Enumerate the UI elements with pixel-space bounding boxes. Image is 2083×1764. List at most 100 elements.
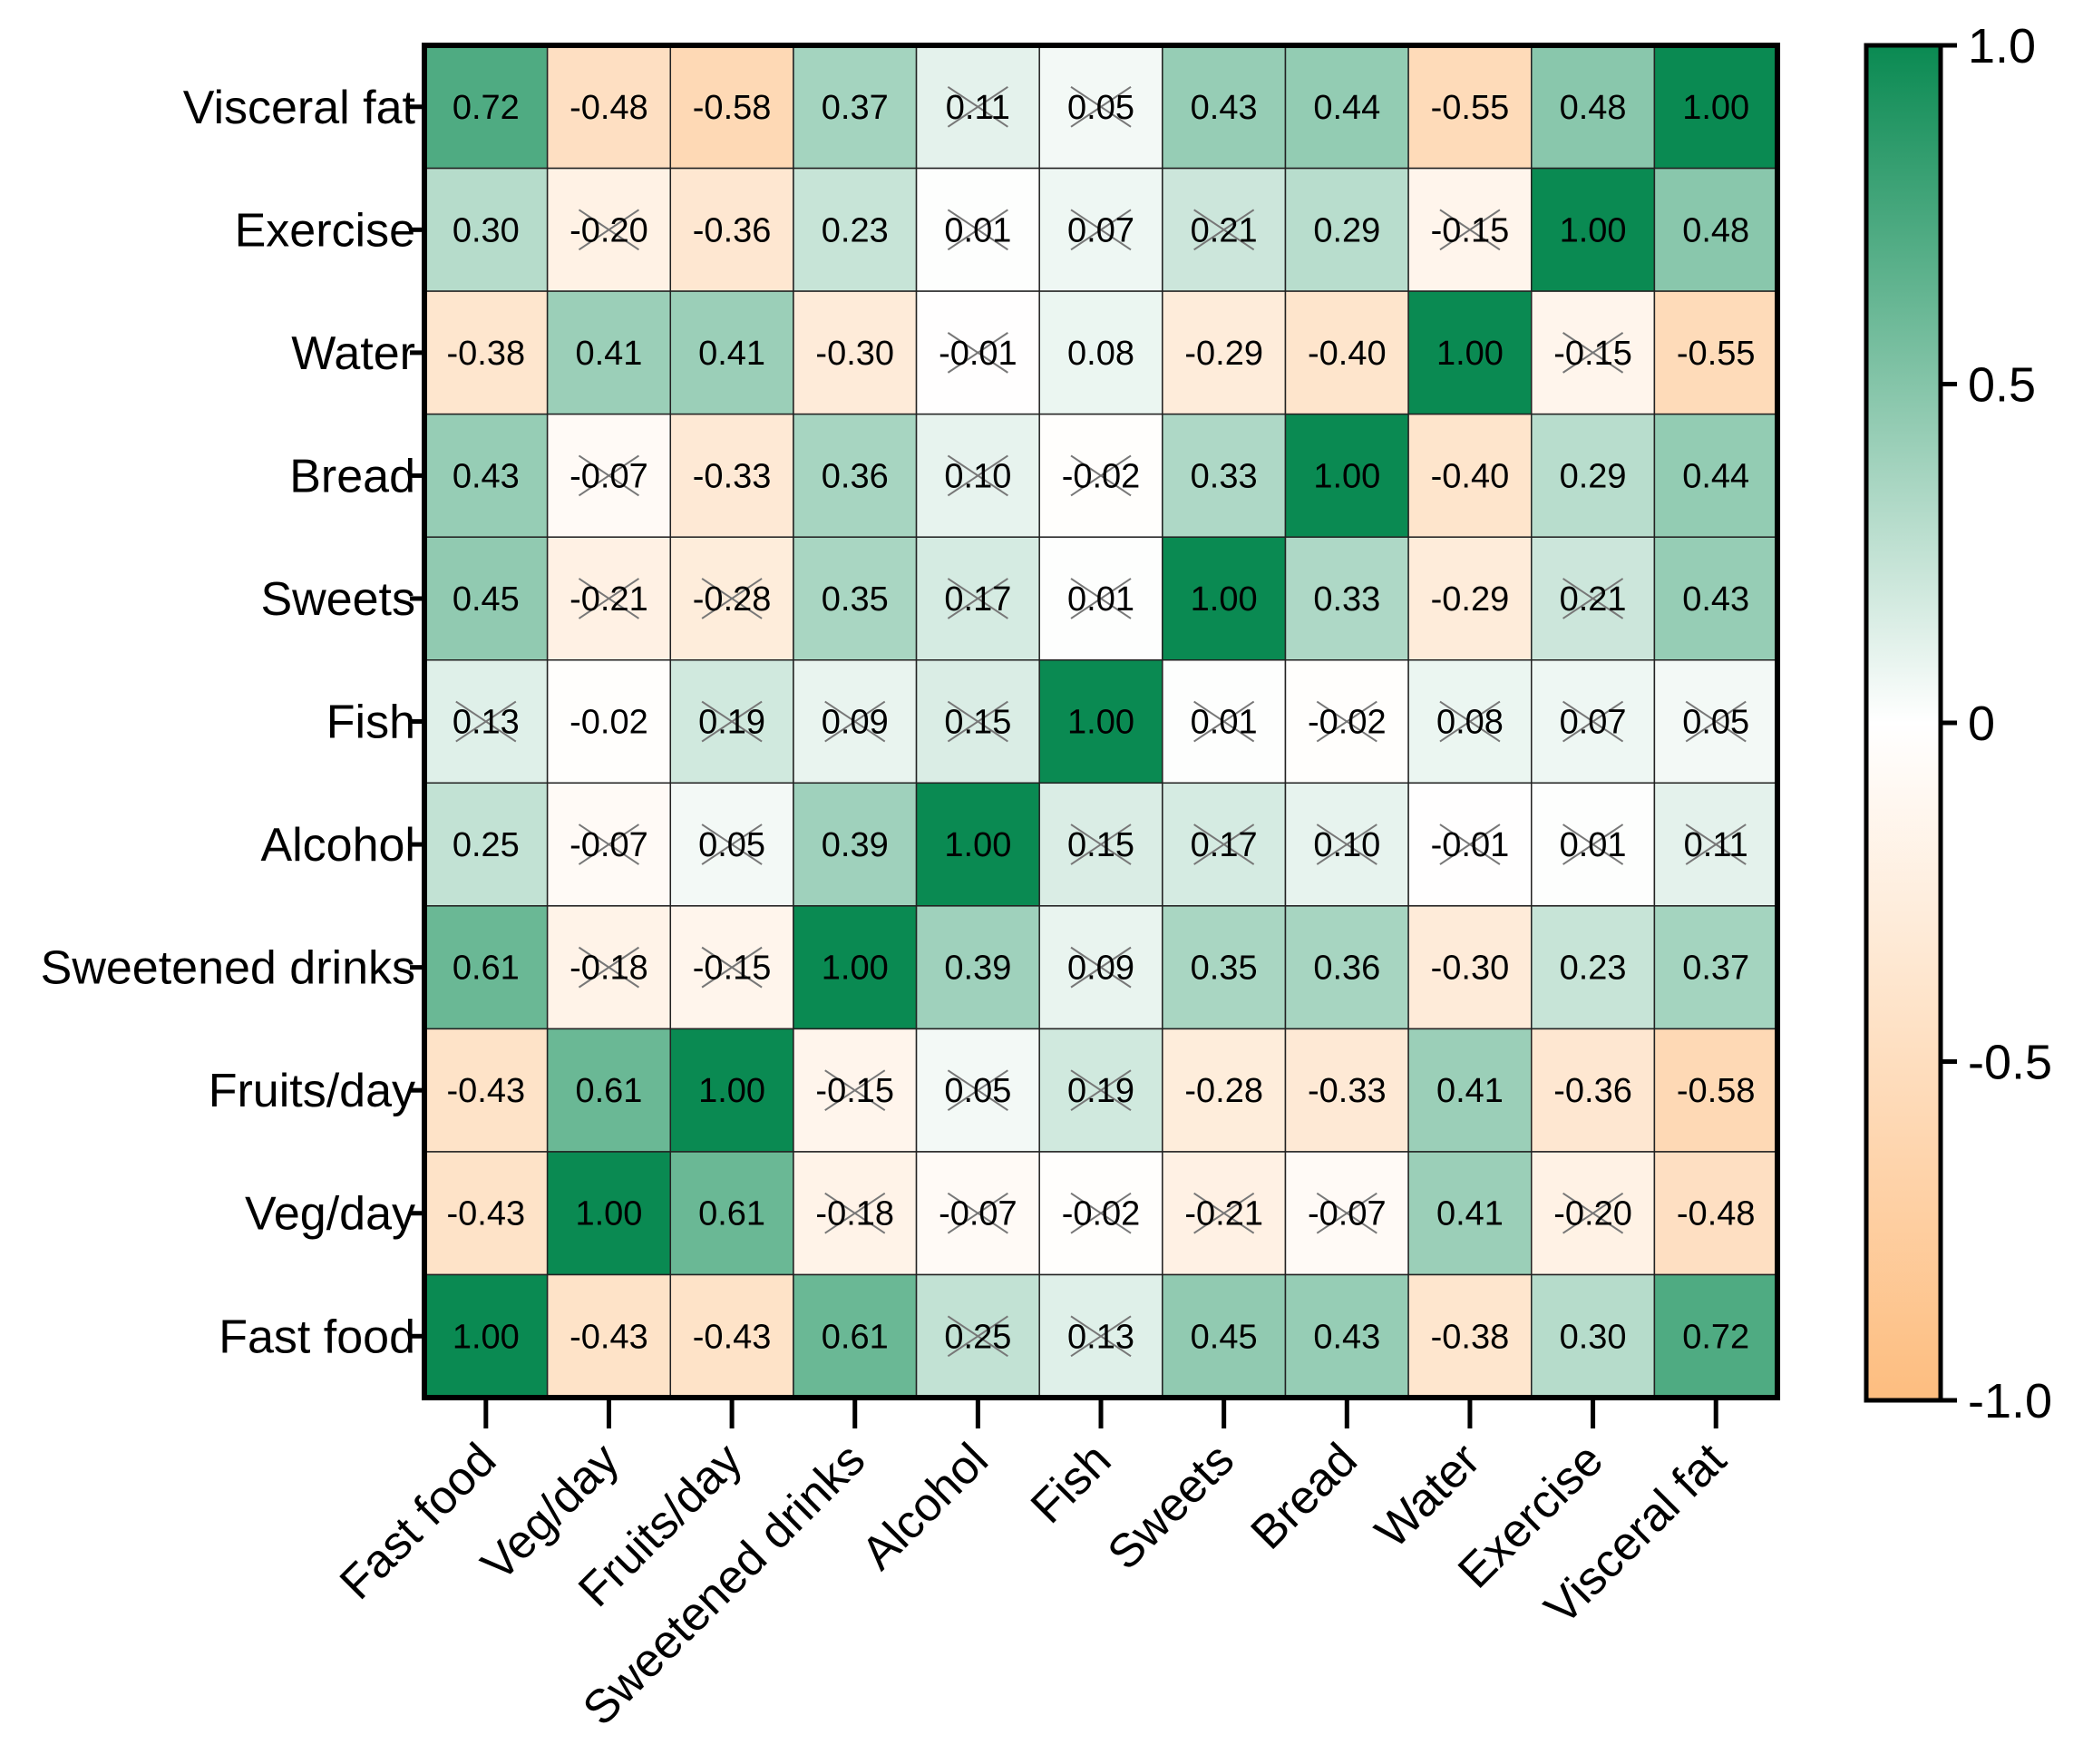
cell-value-label: -0.36: [693, 211, 772, 249]
cell-value-label: -0.48: [1677, 1195, 1756, 1233]
heatmap-cell: [1531, 1273, 1656, 1399]
cross-mark-line: [1316, 700, 1377, 743]
cross-mark-line: [1070, 1192, 1132, 1234]
heatmap-cell: [1653, 1028, 1778, 1153]
cross-mark-line: [824, 1192, 886, 1234]
cell-value-label: 0.19: [698, 704, 765, 742]
heatmap-cell: [423, 536, 549, 661]
cross-mark-line: [701, 824, 763, 865]
cell-value-label: -0.02: [1308, 704, 1387, 742]
heatmap-cell: [793, 167, 918, 292]
cell-value-label: 0.61: [698, 1195, 765, 1233]
cell-value-label: 0.13: [453, 704, 520, 742]
cell-value-label: -0.43: [447, 1072, 526, 1110]
cross-mark-line: [701, 578, 763, 619]
y-axis-label: Exercise: [235, 204, 415, 257]
cell-value-label: 1.00: [1560, 211, 1627, 249]
cell-value-label: -0.30: [815, 335, 894, 373]
cross-mark-line: [947, 1315, 1008, 1358]
cross-mark-line: [1562, 824, 1624, 865]
cross-mark-line: [824, 1069, 886, 1112]
heatmap-cell: [1407, 1151, 1533, 1276]
cross-mark-line: [1070, 578, 1132, 619]
heatmap-cell: [546, 1273, 672, 1399]
cell-value-label: 0.01: [944, 211, 1011, 249]
cell-value-label: -0.29: [1184, 335, 1263, 373]
heatmap-cell: [1653, 1273, 1778, 1399]
cell-value-label: -0.58: [693, 89, 772, 127]
cell-value-label: 0.10: [1313, 826, 1380, 864]
cell-value-label: -0.28: [1184, 1072, 1263, 1110]
heatmap-cell: [423, 1151, 549, 1276]
heatmap-cell: [1407, 290, 1533, 415]
cell-value-label: -0.21: [569, 580, 648, 619]
heatmap-cell: [1653, 905, 1778, 1030]
heatmap-cell: [1284, 905, 1409, 1030]
colorbar-tick-label: -1.0: [1968, 1374, 2052, 1428]
cross-mark-line: [1070, 1315, 1132, 1358]
heatmap-cell: [1162, 1028, 1287, 1153]
heatmap-cell: [1407, 1028, 1533, 1153]
cross-mark-line: [1070, 209, 1132, 251]
cell-value-label: 0.01: [1067, 580, 1134, 619]
y-axis-label: Visceral fat: [183, 82, 416, 134]
cell-value-label: 0.72: [1682, 1318, 1749, 1356]
cell-value-label: 1.00: [1682, 89, 1749, 127]
cell-value-label: -0.33: [693, 457, 772, 495]
cell-value-label: 0.25: [453, 826, 520, 864]
cell-value-label: 0.43: [1191, 89, 1258, 127]
cell-value-label: 1.00: [1313, 457, 1380, 495]
cell-value-label: 0.15: [1067, 826, 1134, 864]
heatmap-cell: [1653, 536, 1778, 661]
cell-value-label: 0.29: [1313, 211, 1380, 249]
cross-mark-line: [1070, 824, 1132, 865]
cell-value-label: 0.44: [1682, 457, 1749, 495]
colorbar-tick-label: 1.0: [1968, 19, 2036, 73]
cell-value-label: -0.38: [1431, 1318, 1510, 1356]
cross-mark-line: [455, 700, 517, 743]
heatmap-cell: [1038, 290, 1163, 415]
cell-value-label: -0.29: [1431, 580, 1510, 619]
cell-value-label: 0.05: [944, 1072, 1011, 1110]
cross-mark-line: [1562, 1192, 1624, 1234]
cell-value-label: 0.05: [698, 826, 765, 864]
heatmap-cell: [1407, 413, 1533, 538]
y-axis-label: Fruits/day: [209, 1065, 415, 1117]
cross-mark-line: [578, 209, 640, 251]
cross-mark-line: [1439, 700, 1501, 743]
y-axis-label: Sweetened drinks: [41, 942, 415, 995]
cell-value-label: 0.21: [1191, 211, 1258, 249]
heatmap-cell: [546, 659, 672, 785]
cross-mark-line: [824, 700, 886, 743]
cell-value-label: 0.43: [453, 457, 520, 495]
cross-mark-line: [578, 824, 640, 865]
heatmap-cell: [793, 44, 918, 170]
cell-value-label: -0.36: [1553, 1072, 1632, 1110]
cross-mark-line: [947, 332, 1008, 374]
cell-value-label: -0.18: [569, 950, 648, 988]
cell-value-label: -0.15: [693, 950, 772, 988]
cell-value-label: 1.00: [575, 1195, 642, 1233]
cell-value-label: 0.25: [944, 1318, 1011, 1356]
cell-value-label: 0.17: [944, 580, 1011, 619]
cell-value-label: 0.48: [1560, 89, 1627, 127]
cell-value-label: 0.41: [575, 335, 642, 373]
heatmap-cell: [1407, 905, 1533, 1030]
heatmap-cell: [1284, 1028, 1409, 1153]
cell-value-label: 0.35: [822, 580, 889, 619]
cross-mark-line: [1193, 824, 1255, 865]
heatmap-cell: [1284, 44, 1409, 170]
cell-value-label: 0.61: [575, 1072, 642, 1110]
cell-value-label: -0.43: [693, 1318, 772, 1356]
heatmap-cell: [1531, 44, 1656, 170]
cross-mark-line: [1562, 700, 1624, 743]
y-axis-label: Water: [291, 327, 415, 380]
cell-value-label: 0.15: [944, 704, 1011, 742]
cell-value-label: 0.09: [822, 704, 889, 742]
cell-value-label: 1.00: [698, 1072, 765, 1110]
heatmap-cell: [1531, 167, 1656, 292]
heatmap-cell: [1531, 413, 1656, 538]
cell-value-label: -0.21: [1184, 1195, 1263, 1233]
cell-value-label: -0.20: [1553, 1195, 1632, 1233]
cell-value-label: 0.07: [1067, 211, 1134, 249]
